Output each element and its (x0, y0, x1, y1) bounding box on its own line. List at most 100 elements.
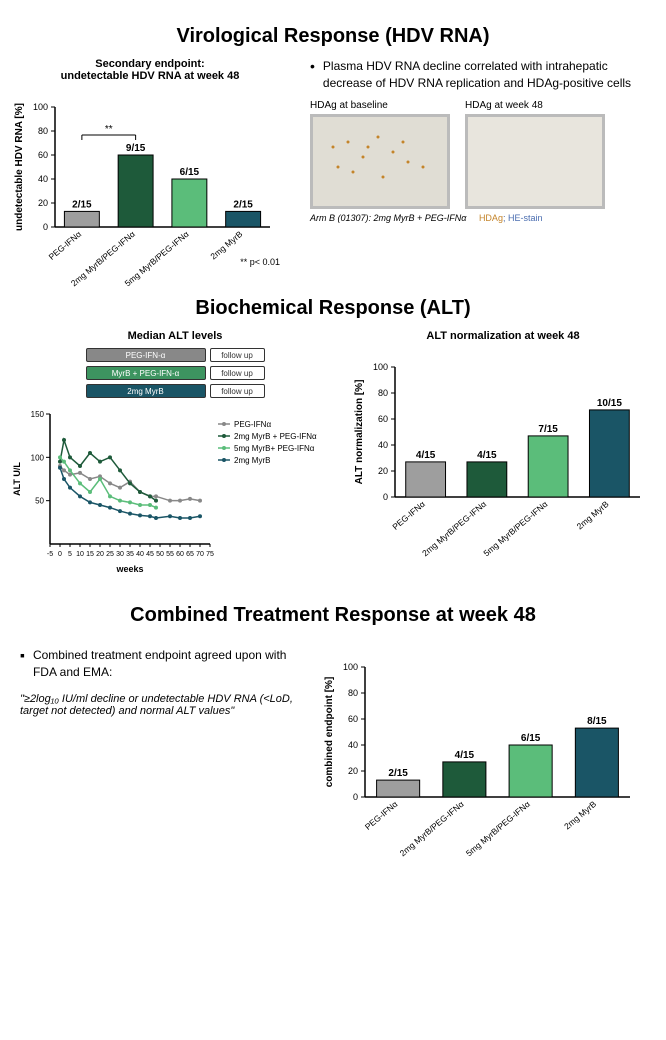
chart1-subtitle: Secondary endpoint: undetectable HDV RNA… (10, 58, 290, 82)
svg-text:PEG-IFNα: PEG-IFNα (363, 799, 400, 832)
chart2-wrap: ALT normalization at week 48 0 20 40 60 80 10… (350, 330, 656, 567)
chart1-wrap: Secondary endpoint: undetectable HDV RNA… (10, 58, 290, 267)
chart2-svg: 0 20 40 60 80 100 ALT normalization [%] 4/15 PEG… (350, 347, 650, 567)
svg-text:**: ** (105, 124, 113, 135)
svg-text:0: 0 (43, 222, 48, 232)
svg-text:5: 5 (68, 551, 72, 558)
section1-right: Plasma HDV RNA decline correlated with i… (300, 58, 656, 223)
svg-text:2mg MyrB: 2mg MyrB (575, 499, 611, 532)
svg-text:2/15: 2/15 (388, 768, 408, 779)
svg-text:100: 100 (343, 662, 358, 672)
svg-text:8/15: 8/15 (587, 716, 607, 727)
svg-text:20: 20 (38, 198, 48, 208)
section1-bullet: Plasma HDV RNA decline correlated with i… (310, 58, 656, 92)
treatment-legend-bars: PEG-IFN-αfollow up MyrB + PEG-IFN-αfollo… (10, 347, 340, 399)
svg-text:combined endpoint [%]: combined endpoint [%] (324, 677, 335, 788)
tbar-0: PEG-IFN-αfollow up (86, 348, 265, 362)
svg-text:15: 15 (86, 551, 94, 558)
svg-text:20: 20 (378, 466, 388, 476)
section3-bullet: Combined treatment endpoint agreed upon … (20, 647, 300, 681)
svg-text:40: 40 (348, 740, 358, 750)
svg-text:6/15: 6/15 (521, 733, 541, 744)
section3-title: Combined Treatment Response at week 48 (10, 604, 656, 627)
svg-text:30: 30 (116, 551, 124, 558)
histo-baseline-wrap: HDAg at baseline (310, 100, 450, 209)
svg-text:4/15: 4/15 (477, 450, 497, 461)
svg-text:2mg MyrB + PEG-IFNα: 2mg MyrB + PEG-IFNα (234, 432, 317, 441)
svg-text:75: 75 (206, 551, 214, 558)
svg-text:60: 60 (348, 714, 358, 724)
svg-text:50: 50 (35, 497, 44, 506)
svg-text:55: 55 (166, 551, 174, 558)
svg-text:20: 20 (96, 551, 104, 558)
histo-baseline-label: HDAg at baseline (310, 100, 450, 111)
svg-text:100: 100 (31, 453, 45, 462)
svg-text:60: 60 (38, 150, 48, 160)
histo-week48-wrap: HDAg at week 48 (465, 100, 605, 209)
svg-text:6/15: 6/15 (180, 167, 200, 178)
line-chart-wrap: Median ALT levels PEG-IFN-αfollow up Myr… (10, 330, 340, 574)
svg-text:100: 100 (33, 102, 48, 112)
svg-text:5mg MyrB/PEG-IFNα: 5mg MyrB/PEG-IFNα (481, 499, 549, 558)
svg-text:40: 40 (378, 440, 388, 450)
chart3-wrap: 0 20 40 60 80 100 combined endpoint [%] 2/15 PEG… (320, 647, 656, 867)
chart2-subtitle: ALT normalization at week 48 (350, 330, 656, 342)
svg-text:0: 0 (353, 792, 358, 802)
svg-text:80: 80 (38, 126, 48, 136)
svg-text:70: 70 (196, 551, 204, 558)
svg-text:5mg MyrB+ PEG-IFNα: 5mg MyrB+ PEG-IFNα (234, 444, 315, 453)
svg-text:7/15: 7/15 (538, 424, 558, 435)
svg-text:4/15: 4/15 (416, 450, 436, 461)
section-combined: Combined Treatment Response at week 48 C… (10, 604, 656, 867)
section3-text: Combined treatment endpoint agreed upon … (10, 647, 310, 717)
svg-text:0: 0 (383, 492, 388, 502)
histo-baseline-img (310, 114, 450, 209)
section-virological: Virological Response (HDV RNA) Secondary… (10, 25, 656, 267)
svg-text:undetectable HDV RNA [%]: undetectable HDV RNA [%] (14, 103, 25, 231)
svg-text:40: 40 (38, 174, 48, 184)
histo-week48-label: HDAg at week 48 (465, 100, 605, 111)
svg-text:PEG-IFNα: PEG-IFNα (234, 420, 271, 429)
svg-text:65: 65 (186, 551, 194, 558)
svg-text:ALT U/L: ALT U/L (12, 462, 22, 496)
svg-text:150: 150 (31, 410, 45, 419)
svg-text:40: 40 (136, 551, 144, 558)
chart3-svg: 0 20 40 60 80 100 combined endpoint [%] 2/15 PEG… (320, 647, 640, 867)
svg-text:2mg MyrB: 2mg MyrB (562, 799, 598, 832)
svg-text:2mg MyrB/PEG-IFNα: 2mg MyrB/PEG-IFNα (398, 799, 466, 858)
svg-text:2/15: 2/15 (233, 199, 253, 210)
svg-text:weeks: weeks (115, 564, 143, 574)
tbar-1: MyrB + PEG-IFN-αfollow up (86, 366, 265, 380)
svg-text:10: 10 (76, 551, 84, 558)
svg-text:60: 60 (176, 551, 184, 558)
svg-text:80: 80 (378, 388, 388, 398)
section3-quote: "≥2log₁₀ IU/ml decline or undetectable H… (20, 693, 300, 717)
histo-week48-img (465, 114, 605, 209)
svg-text:2mg MyrB: 2mg MyrB (234, 456, 270, 465)
svg-text:0: 0 (58, 551, 62, 558)
section1-title: Virological Response (HDV RNA) (10, 25, 656, 48)
svg-text:50: 50 (156, 551, 164, 558)
svg-text:100: 100 (373, 362, 388, 372)
svg-text:5mg MyrB/PEG-IFNα: 5mg MyrB/PEG-IFNα (464, 799, 532, 858)
svg-text:ALT normalization [%]: ALT normalization [%] (354, 380, 365, 485)
line-subtitle: Median ALT levels (10, 330, 340, 342)
svg-text:4/15: 4/15 (455, 750, 475, 761)
svg-text:60: 60 (378, 414, 388, 424)
histo-caption: Arm B (01307): 2mg MyrB + PEG-IFNα HDAg;… (310, 213, 656, 223)
svg-text:80: 80 (348, 688, 358, 698)
svg-text:2/15: 2/15 (72, 199, 92, 210)
svg-text:2mg MyrB/PEG-IFNα: 2mg MyrB/PEG-IFNα (420, 499, 488, 558)
svg-text:20: 20 (348, 766, 358, 776)
svg-text:25: 25 (106, 551, 114, 558)
svg-text:9/15: 9/15 (126, 143, 146, 154)
svg-text:-5: -5 (47, 551, 53, 558)
svg-text:45: 45 (146, 551, 154, 558)
tbar-2: 2mg MyrBfollow up (86, 384, 265, 398)
svg-text:PEG-IFNα: PEG-IFNα (390, 499, 427, 532)
svg-text:10/15: 10/15 (597, 398, 622, 409)
section2-title: Biochemical Response (ALT) (10, 297, 656, 320)
linechart-svg: 50100150-5051015202530354045505560657075… (10, 404, 330, 574)
section-biochemical: Biochemical Response (ALT) Median ALT le… (10, 297, 656, 574)
svg-text:35: 35 (126, 551, 134, 558)
